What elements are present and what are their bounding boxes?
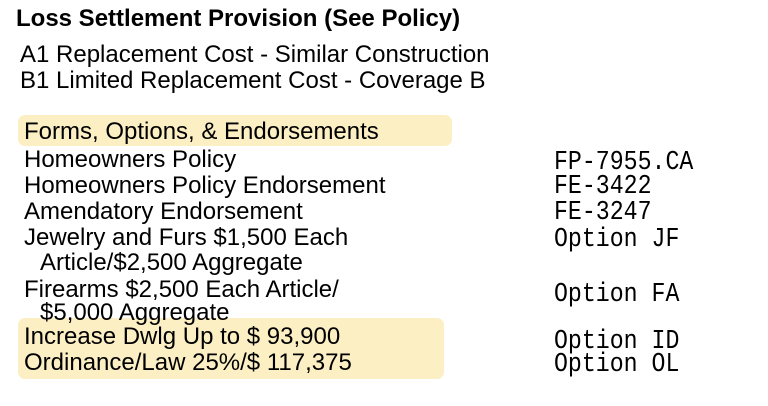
provision-b1: B1 Limited Replacement Cost - Coverage B: [20, 67, 486, 94]
form-desc-3: Amendatory Endorsement: [24, 198, 303, 225]
highlight-increase-ordinance: [18, 318, 444, 379]
form-desc-1: Homeowners Policy: [24, 146, 237, 173]
provision-a1: A1 Replacement Cost - Similar Constructi…: [20, 41, 490, 68]
form-desc-5-cont: $5,000 Aggregate: [40, 299, 230, 326]
form-code-2: FE-3422: [554, 172, 652, 202]
form-desc-4-cont: Article/$2,500 Aggregate: [40, 249, 303, 276]
provision-title: Loss Settlement Provision (See Policy): [16, 5, 461, 32]
form-code-3: FE-3247: [554, 198, 652, 228]
forms-header: Forms, Options, & Endorsements: [24, 118, 379, 145]
form-desc-4: Jewelry and Furs $1,500 Each: [24, 224, 349, 251]
form-desc-6: Increase Dwlg Up to $ 93,900: [24, 323, 341, 350]
form-code-4: Option JF: [554, 225, 680, 255]
form-desc-7: Ordinance/Law 25%/$ 117,375: [24, 349, 352, 376]
highlight-forms-header: [18, 115, 452, 146]
form-desc-2: Homeowners Policy Endorsement: [24, 172, 386, 199]
form-code-1: FP-7955.CA: [554, 148, 694, 178]
form-desc-5: Firearms $2,500 Each Article/: [24, 276, 339, 303]
form-code-6: Option ID: [554, 327, 680, 357]
form-code-5: Option FA: [554, 280, 680, 310]
form-code-7: Option OL: [554, 350, 680, 380]
